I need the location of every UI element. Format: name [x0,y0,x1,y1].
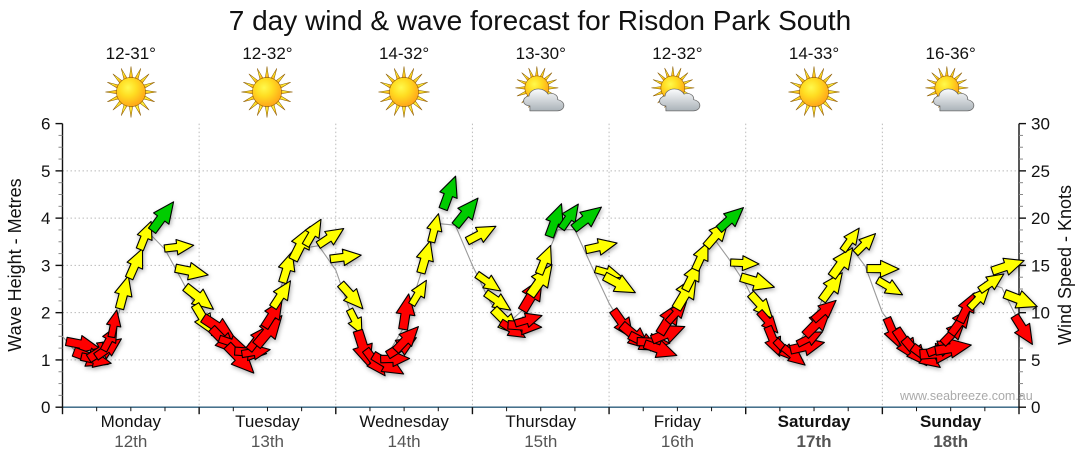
svg-text:6: 6 [41,115,50,134]
svg-text:3: 3 [41,256,50,275]
svg-text:5: 5 [41,162,50,181]
svg-text:5: 5 [1031,351,1040,370]
svg-text:30: 30 [1031,115,1050,134]
svg-text:2: 2 [41,304,50,323]
svg-text:15: 15 [1031,256,1050,275]
svg-text:25: 25 [1031,162,1050,181]
svg-text:20: 20 [1031,209,1050,228]
svg-text:1: 1 [41,351,50,370]
svg-text:4: 4 [41,209,50,228]
